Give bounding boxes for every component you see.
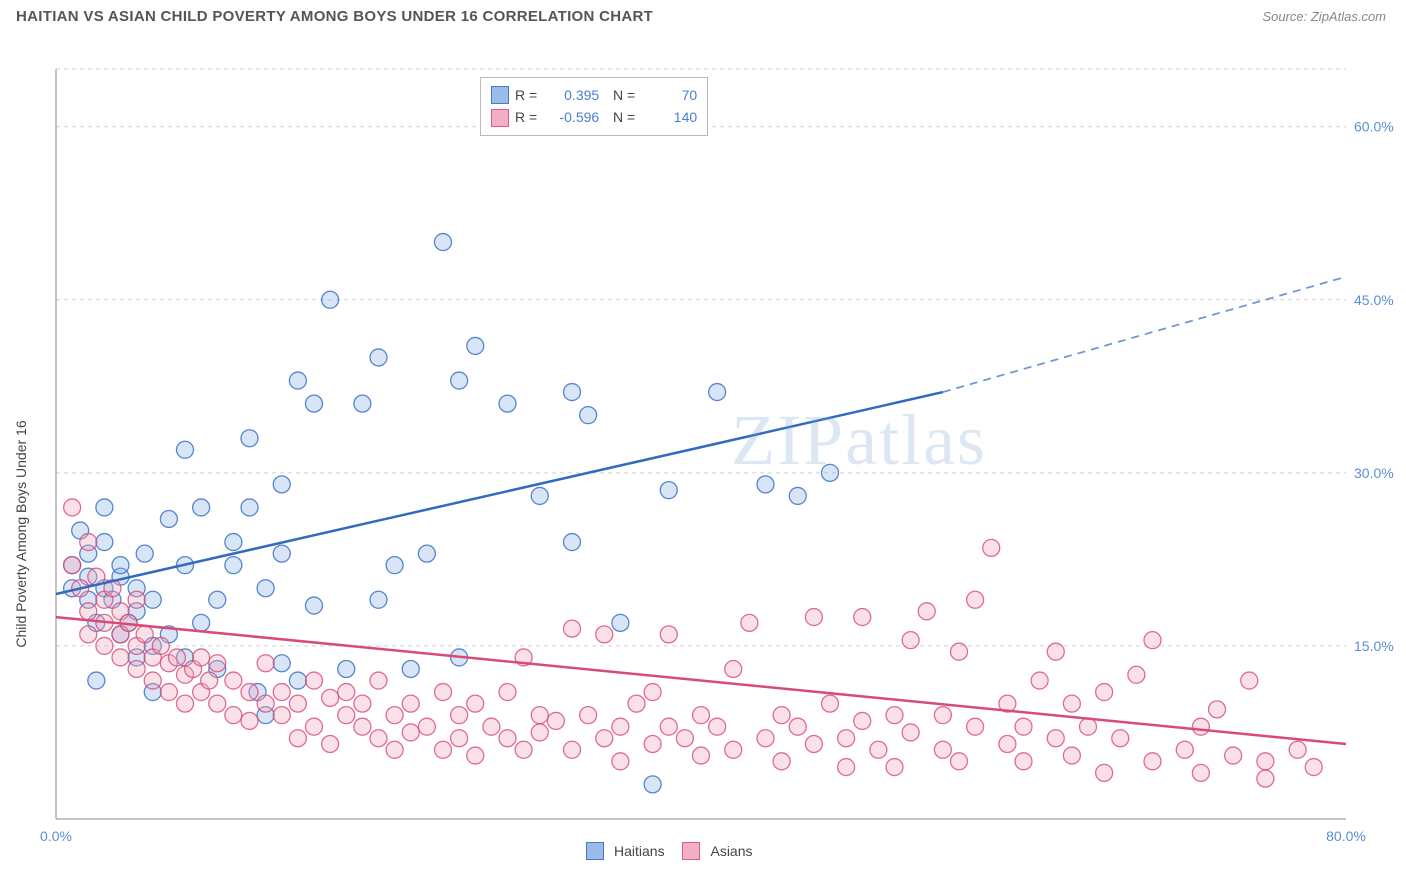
stat-n-label: N =	[605, 84, 635, 106]
svg-text:30.0%: 30.0%	[1354, 465, 1394, 481]
chart-title: HAITIAN VS ASIAN CHILD POVERTY AMONG BOY…	[16, 8, 653, 25]
chart-area: 15.0% 30.0% 45.0% 60.0% 0.0% 80.0% Child Pover…	[0, 29, 1406, 869]
scatter-chart-svg: 15.0% 30.0% 45.0% 60.0% 0.0% 80.0% Child Pover…	[0, 29, 1406, 869]
legend-series-row-0: Haitians	[586, 840, 679, 862]
stat-r-value-1: -0.596	[545, 106, 599, 128]
legend-series-row-1: Asians	[682, 840, 766, 862]
stat-n-value-0: 70	[643, 84, 697, 106]
series-name-0: Haitians	[614, 840, 665, 862]
svg-text:45.0%: 45.0%	[1354, 292, 1394, 308]
legend-stats-row-0: R = 0.395 N = 70	[491, 84, 697, 106]
svg-text:15.0%: 15.0%	[1354, 638, 1394, 654]
chart-header: HAITIAN VS ASIAN CHILD POVERTY AMONG BOY…	[0, 0, 1406, 29]
stat-n-value-1: 140	[643, 106, 697, 128]
legend-stats-row-1: R = -0.596 N = 140	[491, 106, 697, 128]
legend-swatch-haitians	[491, 86, 509, 104]
legend-swatch-asians-bottom	[682, 842, 700, 860]
stat-r-label: R =	[515, 84, 537, 106]
series-name-1: Asians	[710, 840, 752, 862]
chart-source: Source: ZipAtlas.com	[1262, 9, 1386, 24]
svg-text:Child Poverty Among Boys Under: Child Poverty Among Boys Under 16	[13, 420, 29, 647]
svg-text:0.0%: 0.0%	[40, 828, 72, 844]
svg-text:60.0%: 60.0%	[1354, 119, 1394, 135]
stat-r-value-0: 0.395	[545, 84, 599, 106]
stat-r-label: R =	[515, 106, 537, 128]
legend-swatch-haitians-bottom	[586, 842, 604, 860]
legend-swatch-asians	[491, 109, 509, 127]
svg-text:80.0%: 80.0%	[1326, 828, 1366, 844]
legend-series-box: Haitians Asians	[580, 838, 773, 865]
stat-n-label: N =	[605, 106, 635, 128]
legend-stats-box: R = 0.395 N = 70 R = -0.596 N = 140	[480, 77, 708, 136]
